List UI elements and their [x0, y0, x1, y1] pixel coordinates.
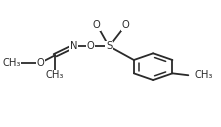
Text: CH₃: CH₃ [46, 70, 64, 81]
Text: CH₃: CH₃ [2, 58, 21, 68]
Text: N: N [70, 41, 77, 51]
Text: O: O [87, 41, 94, 51]
Text: O: O [92, 20, 100, 30]
Text: S: S [106, 41, 112, 51]
Text: O: O [36, 58, 44, 68]
Text: O: O [121, 20, 129, 30]
Text: CH₃: CH₃ [195, 70, 213, 80]
